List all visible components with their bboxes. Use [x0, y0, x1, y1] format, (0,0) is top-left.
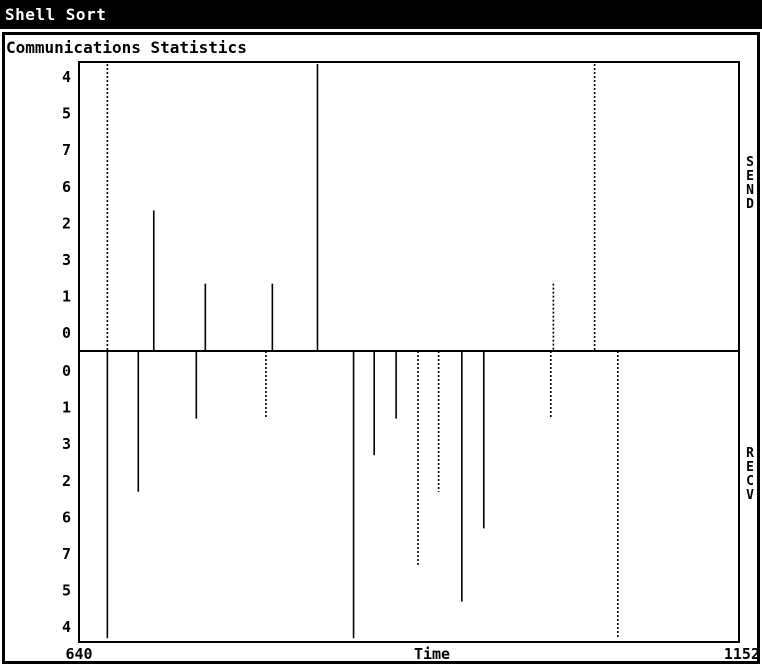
- x-axis-label: Time: [414, 645, 450, 663]
- send-processor-label: 4: [62, 68, 71, 86]
- window-title: Shell Sort: [5, 5, 107, 24]
- send-axis-letter: S: [746, 155, 754, 170]
- send-processor-label: 0: [62, 324, 71, 342]
- recv-processor-label: 2: [62, 472, 71, 490]
- recv-axis-letter: R: [746, 446, 754, 461]
- panel-title: Communications Statistics: [6, 38, 247, 57]
- send-processor-label: 5: [62, 105, 71, 123]
- send-processor-label: 2: [62, 214, 71, 232]
- recv-axis-letter: E: [746, 460, 754, 475]
- recv-processor-label: 0: [62, 362, 71, 380]
- recv-processor-label: 4: [62, 618, 71, 636]
- send-axis-letter: E: [746, 169, 754, 184]
- recv-processor-label: 3: [62, 435, 71, 453]
- recv-processor-label: 7: [62, 545, 71, 563]
- window-titlebar[interactable]: Shell Sort: [0, 0, 762, 29]
- send-axis-letter: N: [746, 183, 754, 198]
- send-processor-label: 7: [62, 141, 71, 159]
- recv-axis-letter: V: [746, 488, 754, 503]
- x-tick-label-start: 640: [65, 645, 92, 663]
- x-tick-label-end: 1152: [724, 645, 760, 663]
- recv-processor-label: 5: [62, 582, 71, 600]
- send-processor-label: 3: [62, 251, 71, 269]
- recv-processor-label: 1: [62, 399, 71, 417]
- send-axis-letter: D: [746, 197, 754, 212]
- recv-processor-label: 6: [62, 508, 71, 526]
- send-processor-label: 6: [62, 178, 71, 196]
- send-processor-label: 1: [62, 288, 71, 306]
- window-frame: [2, 32, 760, 664]
- recv-axis-letter: C: [746, 474, 754, 489]
